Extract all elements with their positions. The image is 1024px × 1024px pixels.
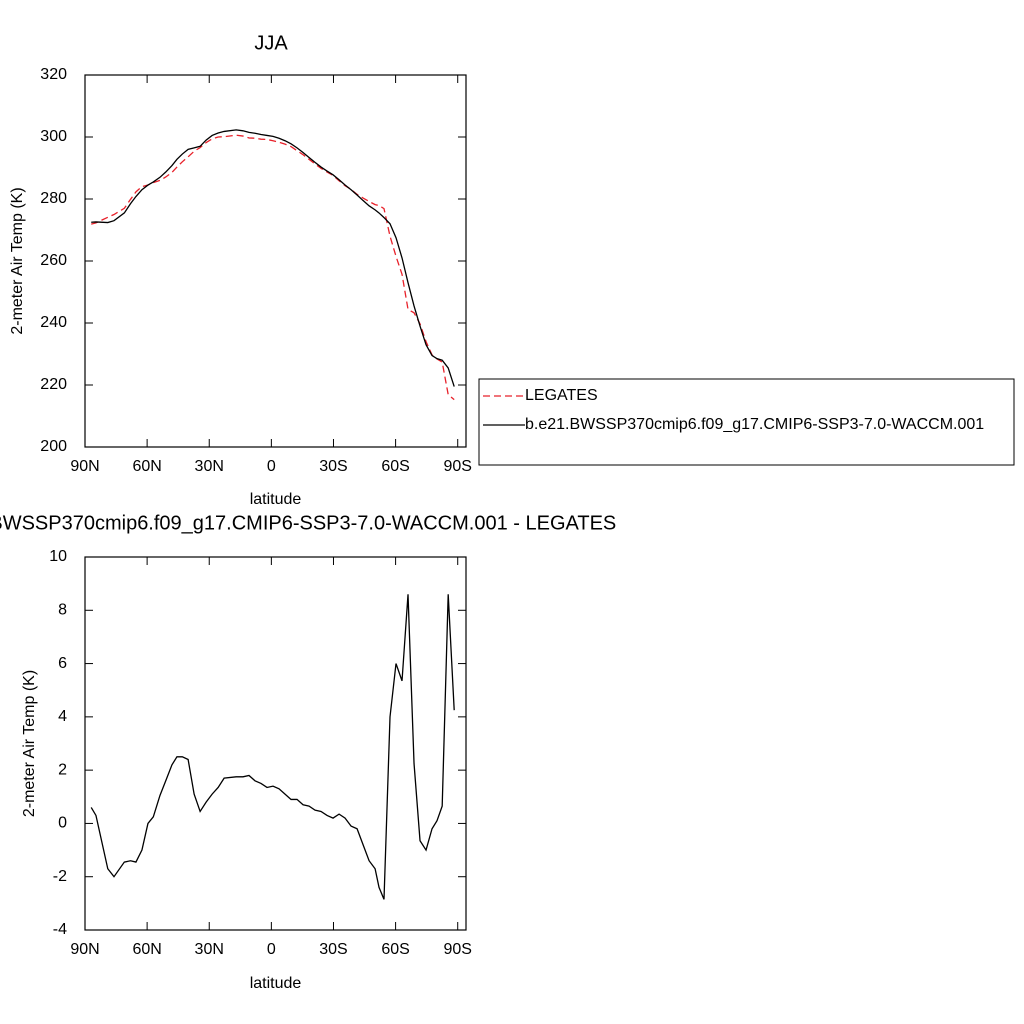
x-tick-label: 30N [195, 941, 224, 958]
x-axis-label: latitude [250, 491, 302, 508]
x-tick-label: 90S [443, 941, 471, 958]
data-line [90, 594, 455, 900]
legend-label: b.e21.BWSSP370cmip6.f09_g17.CMIP6-SSP3-7… [525, 416, 984, 433]
x-tick-label: 90N [70, 458, 99, 475]
x-tick-label: 60S [381, 458, 409, 475]
legend: LEGATES b.e21.BWSSP370cmip6.f09_g17.CMIP6… [478, 378, 1015, 466]
plot-frame [84, 556, 467, 931]
x-tick-label: 0 [267, 458, 276, 475]
y-tick-label: 10 [49, 548, 67, 565]
x-tick-label: 90S [443, 458, 471, 475]
y-tick-label: 240 [40, 314, 67, 331]
y-tick-label: 4 [58, 708, 67, 725]
x-tick-label: 30S [319, 941, 347, 958]
y-tick-label: 0 [58, 815, 67, 832]
legend-box [478, 378, 1015, 466]
y-tick-label: 320 [40, 66, 67, 83]
x-tick-label: 60S [381, 941, 409, 958]
plot-frame [84, 74, 467, 448]
x-tick-label: 60N [132, 941, 161, 958]
y-tick-label: 200 [40, 438, 67, 455]
y-tick-label: -2 [53, 868, 67, 885]
y-axis-label: 2-meter Air Temp (K) [21, 670, 38, 817]
y-tick-label: 260 [40, 252, 67, 269]
y-axis-label: 2-meter Air Temp (K) [9, 187, 26, 334]
x-axis-label: latitude [250, 975, 302, 992]
x-tick-label: 60N [132, 458, 161, 475]
legend-label: LEGATES [525, 387, 598, 404]
chart-title: b.e21.BWSSP370cmip6.f09_g17.CMIP6-SSP3-7… [0, 512, 616, 534]
x-tick-label: 30N [195, 458, 224, 475]
chart-title: JJA [254, 32, 288, 54]
y-tick-label: 8 [58, 602, 67, 619]
x-tick-label: 30S [319, 458, 347, 475]
x-tick-label: 0 [267, 941, 276, 958]
x-tick-label: 90N [70, 941, 99, 958]
y-tick-label: 280 [40, 190, 67, 207]
data-line [91, 129, 455, 387]
y-tick-label: 300 [40, 128, 67, 145]
y-tick-label: 6 [58, 655, 67, 672]
data-line [91, 134, 455, 401]
y-tick-label: 2 [58, 761, 67, 778]
y-tick-label: 220 [40, 376, 67, 393]
y-tick-label: -4 [53, 921, 67, 938]
